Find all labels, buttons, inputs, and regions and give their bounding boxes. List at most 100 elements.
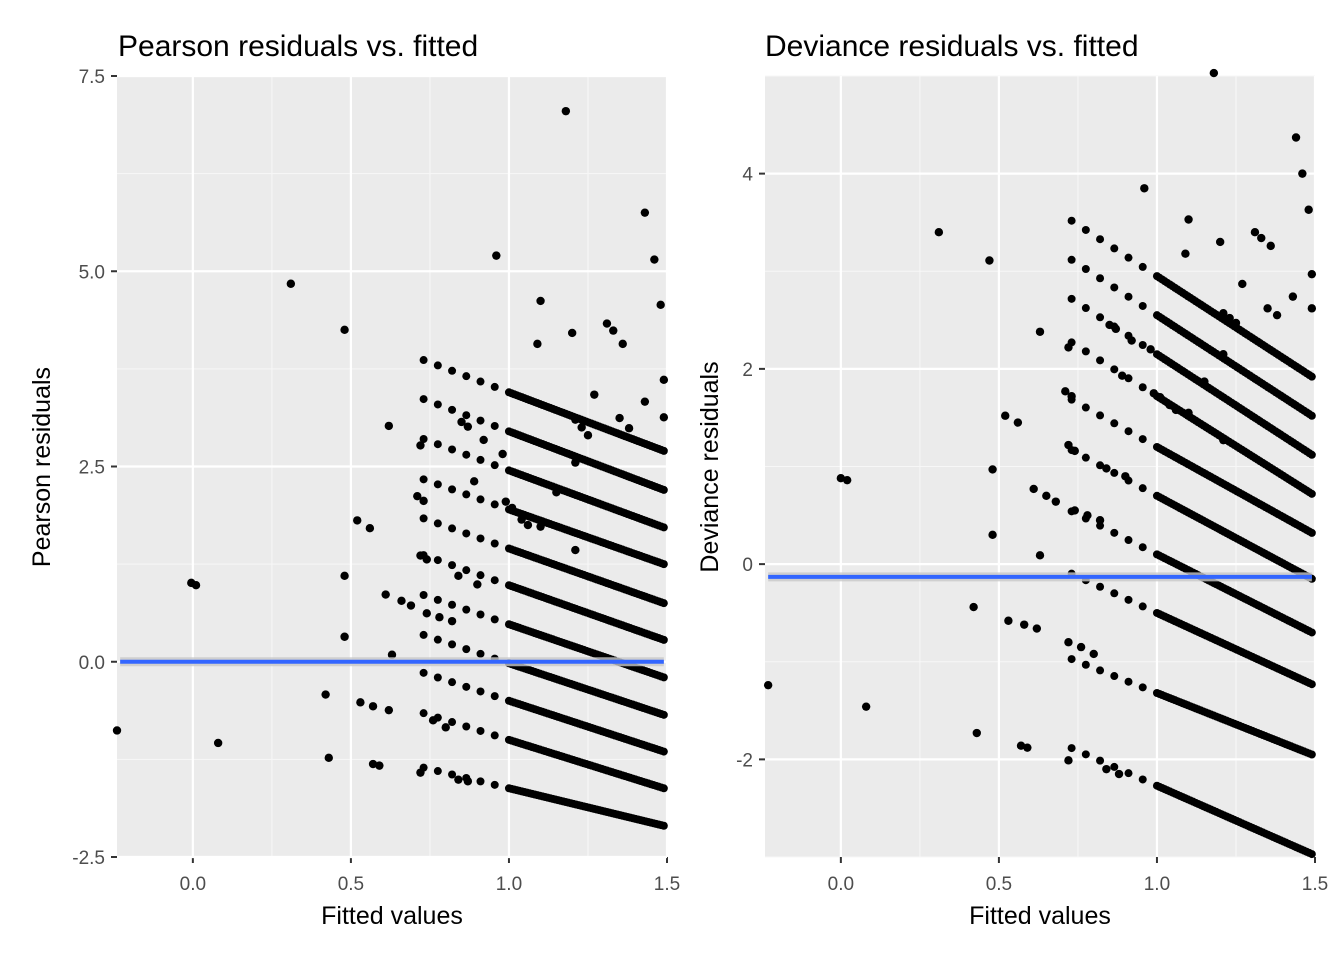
deviance-data-point (1081, 453, 1090, 462)
pearson-data-point (476, 777, 485, 786)
deviance-data-point (1081, 347, 1090, 356)
deviance-data-point (1209, 68, 1219, 78)
pearson-data-point (463, 777, 473, 786)
pearson-data-point (419, 709, 428, 718)
deviance-data-point (1064, 756, 1073, 765)
deviance-data-point (1307, 269, 1317, 279)
pearson-data-point (490, 692, 499, 701)
deviance-data-point (1138, 543, 1147, 552)
pearson-data-point (523, 520, 533, 530)
pearson-data-point (422, 555, 431, 564)
deviance-data-point (1035, 327, 1045, 336)
pearson-data-point (448, 524, 457, 533)
deviance-y-tick-label: 2 (742, 360, 753, 381)
deviance-panel: 0.0 0.5 1.0 1.5 -2 0 2 4 Deviance residuals vs.… (696, 30, 1328, 930)
deviance-data-point (1061, 387, 1070, 396)
deviance-data-point (1138, 775, 1147, 784)
pearson-data-point (419, 434, 428, 443)
deviance-data-point (1029, 484, 1038, 494)
deviance-data-point (1081, 225, 1090, 234)
pearson-data-point (618, 339, 627, 349)
pearson-data-point (659, 560, 668, 569)
deviance-data-point (1138, 262, 1147, 271)
pearson-data-point (476, 377, 485, 386)
deviance-data-point (1200, 377, 1209, 386)
pearson-data-point (419, 496, 428, 506)
pearson-data-point (433, 673, 442, 682)
pearson-data-point (490, 780, 499, 789)
pearson-panel: 0.0 0.5 1.0 1.5 -2.5 0.0 2.5 5.0 7.5 Pearson res… (28, 30, 680, 930)
pearson-data-point (433, 480, 442, 489)
pearson-data-point (448, 770, 457, 779)
pearson-data-point (659, 673, 668, 682)
deviance-data-point (1111, 324, 1121, 334)
deviance-data-point (1095, 515, 1105, 525)
deviance-data-point (1051, 497, 1061, 506)
deviance-data-point (1096, 235, 1105, 244)
deviance-data-point (1138, 340, 1147, 349)
deviance-data-point (1081, 660, 1090, 669)
deviance-data-point (1291, 133, 1301, 142)
pearson-data-point (448, 405, 457, 414)
deviance-data-point (1307, 372, 1316, 381)
pearson-data-point (490, 731, 499, 740)
pearson-data-point (476, 610, 485, 619)
pearson-data-point (433, 519, 442, 528)
pearson-data-point (640, 397, 650, 406)
pearson-data-point (476, 649, 485, 658)
deviance-data-point (842, 475, 852, 485)
pearson-data-point (479, 435, 488, 445)
deviance-data-point (1110, 672, 1119, 681)
pearson-data-point (448, 600, 457, 609)
deviance-data-point (1102, 464, 1111, 473)
deviance-data-point (1064, 638, 1073, 647)
deviance-data-point (1124, 292, 1133, 301)
deviance-data-point (1288, 292, 1298, 301)
pearson-data-point (381, 590, 390, 599)
pearson-data-point (419, 590, 428, 599)
deviance-data-point (1064, 440, 1073, 450)
deviance-data-point (1127, 336, 1136, 345)
pearson-data-point (490, 615, 499, 624)
pearson-data-point (501, 497, 510, 506)
deviance-data-point (1307, 450, 1316, 459)
pearson-data-point (416, 551, 425, 560)
pearson-data-point (462, 490, 471, 499)
pearson-data-point (490, 461, 499, 470)
deviance-data-point (988, 530, 997, 540)
deviance-data-point (1105, 320, 1114, 330)
pearson-data-point (419, 356, 428, 365)
deviance-data-point (1110, 589, 1119, 598)
pearson-data-point (433, 400, 442, 409)
deviance-data-point (972, 728, 981, 738)
pearson-data-point (457, 417, 466, 427)
pearson-data-point (571, 415, 580, 424)
deviance-data-point (1266, 241, 1275, 251)
pearson-plot-content: 0.0 0.5 1.0 1.5 -2.5 0.0 2.5 5.0 7.5 (72, 67, 680, 895)
pearson-data-point (476, 534, 485, 543)
deviance-data-point (1096, 461, 1105, 470)
pearson-data-point (659, 599, 668, 608)
pearson-data-point (490, 382, 499, 391)
pearson-data-point (448, 640, 457, 649)
pearson-data-point (413, 491, 422, 501)
pearson-data-point (433, 440, 442, 449)
pearson-data-point (490, 539, 499, 548)
deviance-data-point (985, 256, 994, 265)
deviance-data-point (1307, 628, 1316, 637)
pearson-data-point (433, 361, 442, 370)
pearson-data-point (416, 441, 425, 450)
deviance-data-point (1215, 237, 1225, 247)
pearson-data-point (365, 523, 375, 533)
pearson-data-point (492, 251, 501, 260)
deviance-data-point (763, 680, 773, 690)
deviance-data-point (1004, 616, 1013, 625)
deviance-data-point (1138, 484, 1147, 493)
pearson-data-point (428, 716, 438, 725)
deviance-data-point (1124, 374, 1133, 383)
pearson-x-tick-label: 0.5 (338, 874, 364, 895)
pearson-data-point (462, 566, 471, 575)
deviance-data-point (1250, 228, 1260, 237)
pearson-data-point (353, 516, 362, 525)
